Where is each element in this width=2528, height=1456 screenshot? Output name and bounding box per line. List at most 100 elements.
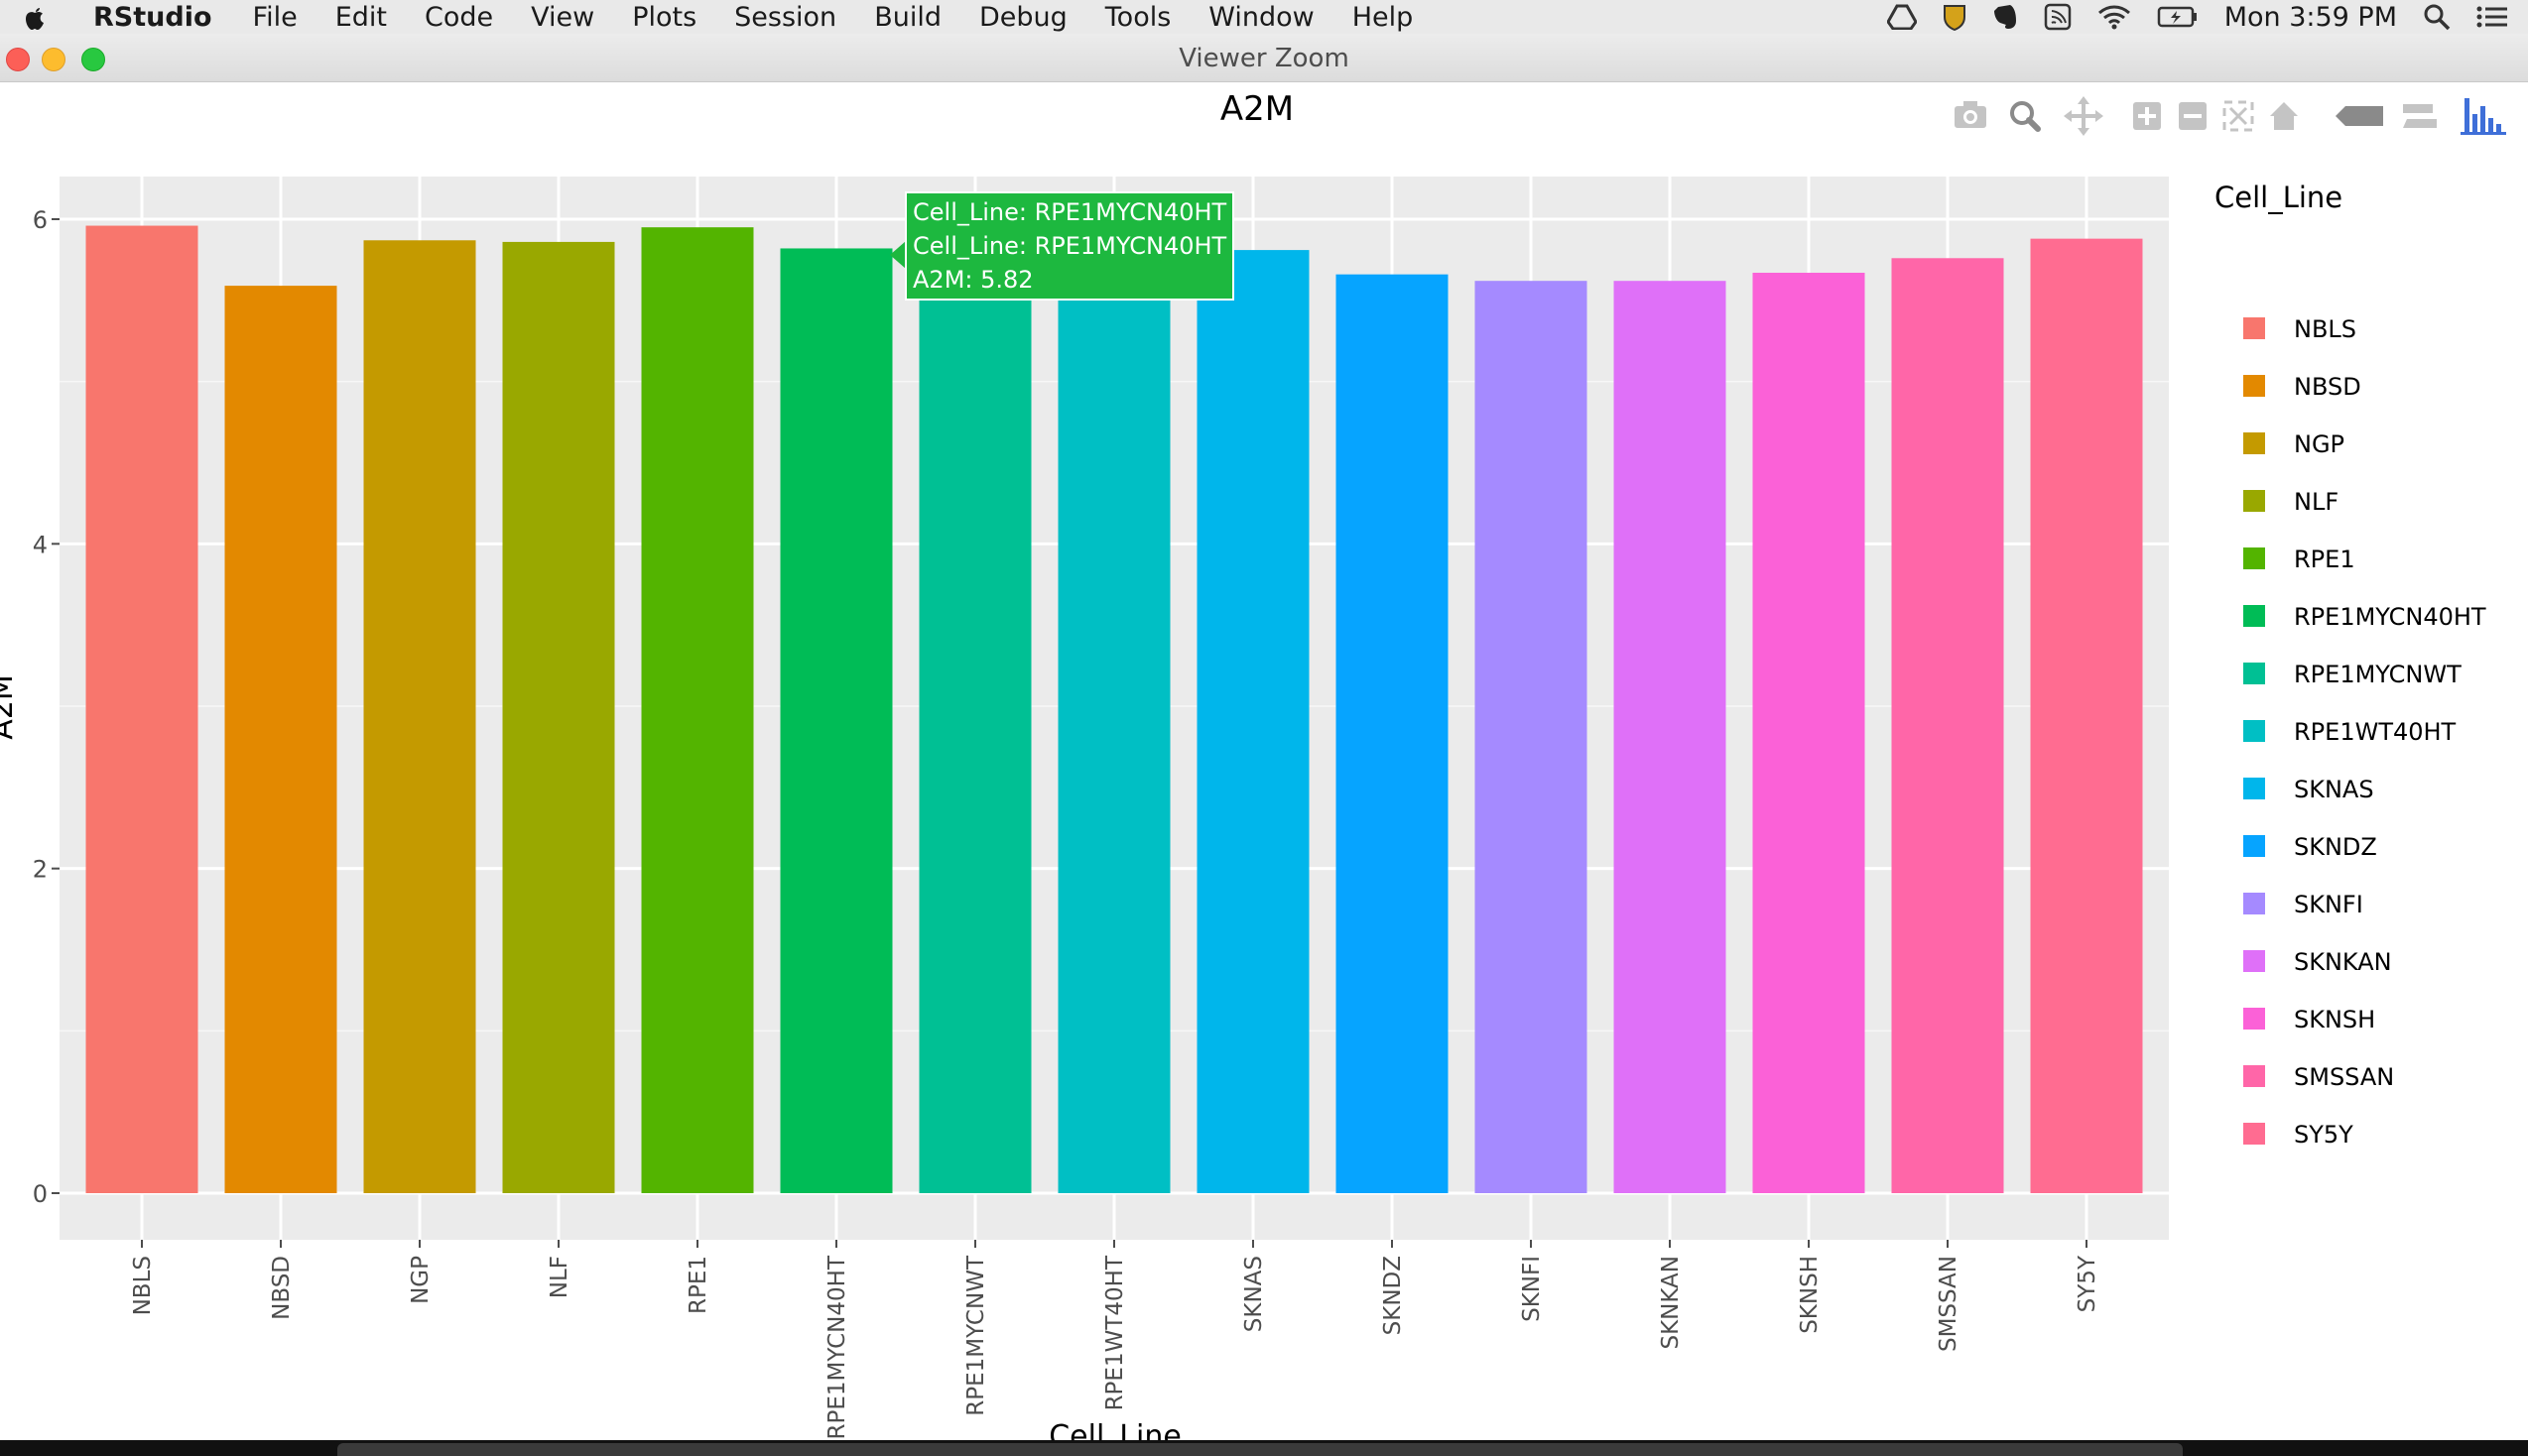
legend-swatch[interactable]	[2243, 663, 2265, 684]
legend-entry-label[interactable]: SKNFI	[2294, 891, 2363, 918]
menu-code[interactable]: Code	[424, 1, 494, 33]
chart-title: A2M	[1220, 89, 1294, 129]
legend-swatch[interactable]	[2243, 1065, 2265, 1087]
bar-rpe1mycn40ht[interactable]	[780, 248, 893, 1193]
legend-swatch[interactable]	[2243, 317, 2265, 339]
legend-swatch[interactable]	[2243, 720, 2265, 742]
y-tick-label: 0	[33, 1180, 48, 1208]
menu-plots[interactable]: Plots	[632, 1, 697, 33]
zoom-icon[interactable]	[2010, 101, 2041, 132]
legend-swatch[interactable]	[2243, 605, 2265, 627]
legend-swatch[interactable]	[2243, 835, 2265, 857]
dock-shelf	[337, 1443, 2183, 1456]
maximize-window-button[interactable]	[81, 48, 105, 71]
x-tick-label: SY5Y	[2075, 1255, 2100, 1312]
bar-sy5y[interactable]	[2030, 238, 2143, 1193]
y-axis-title: A2M	[0, 674, 20, 740]
minimize-window-button[interactable]	[42, 48, 65, 71]
spike-lines-icon[interactable]	[2336, 106, 2383, 126]
legend-swatch[interactable]	[2243, 778, 2265, 799]
autoscale-icon[interactable]	[2222, 100, 2254, 132]
tooltip-line: A2M: 5.82	[913, 266, 1034, 294]
x-tick-label: NBSD	[269, 1256, 295, 1320]
x-tick-label: SKNDZ	[1380, 1256, 1406, 1335]
menu-view[interactable]: View	[531, 1, 595, 33]
menu-window[interactable]: Window	[1208, 1, 1315, 33]
menu-build[interactable]: Build	[874, 1, 942, 33]
notification-center-icon[interactable]	[2476, 5, 2508, 29]
legend-entry-label[interactable]: NBSD	[2294, 373, 2361, 401]
evernote-icon[interactable]	[1992, 3, 2018, 31]
menu-session[interactable]: Session	[734, 1, 837, 33]
bar-sknkan[interactable]	[1613, 281, 1726, 1193]
bar-sknsh[interactable]	[1752, 273, 1865, 1193]
bar-skndz[interactable]	[1335, 274, 1449, 1193]
x-tick-label: RPE1	[686, 1256, 711, 1314]
bar-smssan[interactable]	[1891, 258, 2004, 1193]
menu-debug[interactable]: Debug	[978, 1, 1068, 33]
bar-nbls[interactable]	[85, 225, 198, 1194]
close-window-button[interactable]	[6, 48, 30, 71]
plot-viewer: 0 2 4 6 NBLS NBSD NGP NLF RPE1 RPE1MYCN40HT RPE1MY…	[0, 82, 2528, 1441]
legend-swatch[interactable]	[2243, 893, 2265, 914]
legend-entry-label[interactable]: NGP	[2294, 430, 2344, 458]
zoom-in-icon[interactable]	[2133, 102, 2161, 130]
legend-entry-label[interactable]: RPE1MYCNWT	[2294, 661, 2462, 688]
legend-entry-label[interactable]: SY5Y	[2294, 1121, 2353, 1149]
bar-chart: 0 2 4 6 NBLS NBSD NGP NLF RPE1 RPE1MYCN40HT RPE1MY…	[0, 89, 2486, 1441]
legend-swatch[interactable]	[2243, 1008, 2265, 1030]
bar-rpe1mycnwt[interactable]	[919, 268, 1032, 1194]
window-title: Viewer Zoom	[1179, 44, 1349, 73]
rss-icon[interactable]	[2044, 3, 2072, 31]
bar-sknfi[interactable]	[1474, 281, 1587, 1193]
legend-entry-label[interactable]: RPE1MYCN40HT	[2294, 603, 2486, 631]
legend-entry-label[interactable]: SKNSH	[2294, 1006, 2375, 1033]
legend-entry-label[interactable]: RPE1	[2294, 546, 2355, 573]
compare-hover-icon[interactable]	[2403, 104, 2437, 128]
menu-help[interactable]: Help	[1351, 1, 1414, 33]
y-tick-label: 2	[33, 856, 48, 884]
legend-swatch[interactable]	[2243, 547, 2265, 569]
spotlight-search-icon[interactable]	[2423, 3, 2451, 31]
reset-axes-icon[interactable]	[2270, 102, 2298, 130]
x-tick-label: NLF	[547, 1256, 572, 1298]
legend-swatch[interactable]	[2243, 490, 2265, 512]
bar-rpe1wt40ht[interactable]	[1058, 258, 1171, 1193]
x-axis-title: Cell_Line	[1049, 1419, 1182, 1441]
legend-swatch[interactable]	[2243, 375, 2265, 397]
menu-app-name[interactable]: RStudio	[93, 1, 212, 33]
bar-ngp[interactable]	[363, 240, 476, 1193]
apple-menu-icon[interactable]	[0, 3, 69, 31]
x-tick-label: SKNAS	[1241, 1256, 1267, 1332]
legend-entry-label[interactable]: SKNKAN	[2294, 948, 2392, 976]
menu-clock[interactable]: Mon 3:59 PM	[2223, 1, 2397, 33]
tooltip-arrow	[890, 241, 906, 269]
legend-entry-label[interactable]: NBLS	[2294, 315, 2356, 343]
battery-icon[interactable]	[2157, 5, 2199, 29]
legend-entry-label[interactable]: NLF	[2294, 488, 2338, 516]
menu-tools[interactable]: Tools	[1104, 1, 1172, 33]
drive-icon[interactable]	[1886, 4, 1917, 30]
zoom-out-icon[interactable]	[2179, 102, 2207, 130]
legend-entry-label[interactable]: SKNDZ	[2294, 833, 2377, 861]
menu-bar: RStudio File Edit Code View Plots Sessio…	[0, 0, 2528, 34]
legend-entry-label[interactable]: SKNAS	[2294, 776, 2374, 803]
camera-icon[interactable]	[1955, 101, 1986, 128]
shield-icon[interactable]	[1943, 3, 1966, 31]
legend-swatch[interactable]	[2243, 1123, 2265, 1145]
bar-nlf[interactable]	[502, 241, 615, 1193]
wifi-icon[interactable]	[2097, 4, 2131, 30]
legend-entry-label[interactable]: RPE1WT40HT	[2294, 718, 2457, 746]
tooltip-line: Cell_Line: RPE1MYCN40HT	[913, 232, 1227, 260]
legend-swatch[interactable]	[2243, 950, 2265, 972]
bar-rpe1[interactable]	[641, 227, 754, 1193]
menu-edit[interactable]: Edit	[334, 1, 387, 33]
legend-swatch[interactable]	[2243, 432, 2265, 454]
bar-nbsd[interactable]	[224, 286, 337, 1193]
pan-icon[interactable]	[2064, 96, 2103, 136]
menu-file[interactable]: File	[252, 1, 298, 33]
plotly-logo-icon[interactable]	[2461, 98, 2506, 135]
legend-entry-label[interactable]: SMSSAN	[2294, 1063, 2394, 1091]
bar-sknas[interactable]	[1197, 250, 1310, 1193]
legend-title: Cell_Line	[2214, 181, 2342, 214]
